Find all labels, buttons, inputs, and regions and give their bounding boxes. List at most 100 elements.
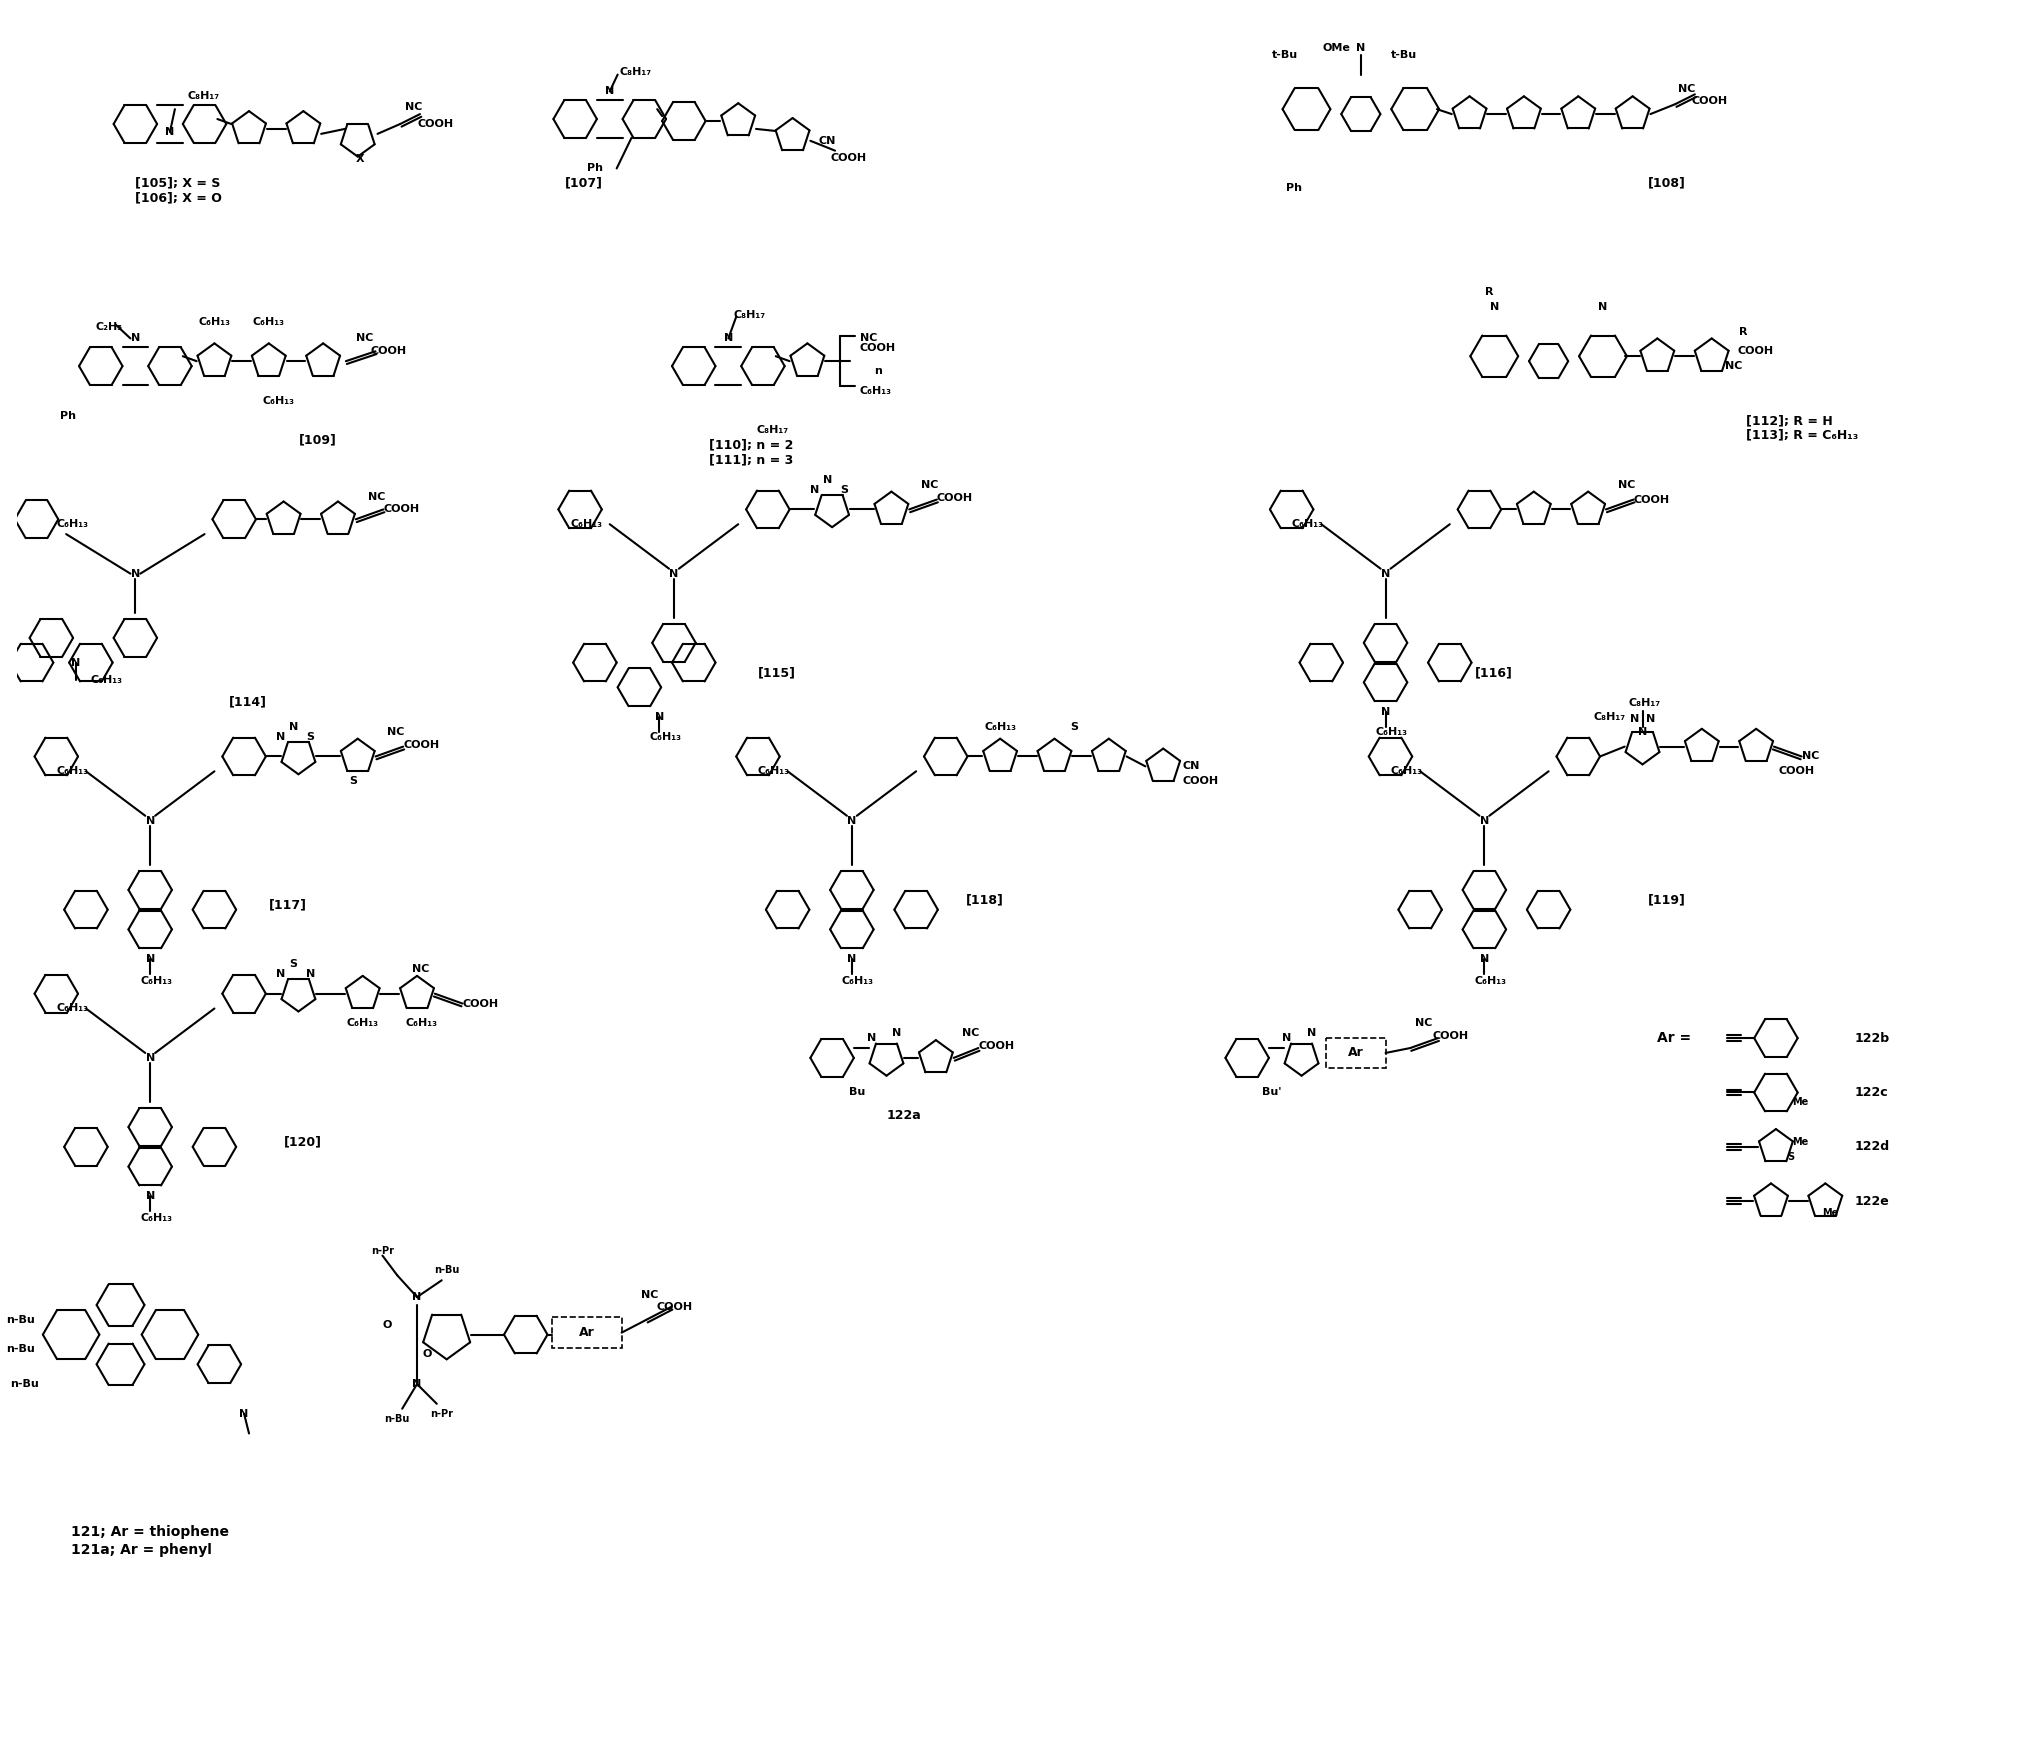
Text: S: S bbox=[306, 732, 314, 742]
Text: O: O bbox=[423, 1349, 431, 1359]
Text: Ph: Ph bbox=[61, 411, 77, 421]
Text: [106]; X = O: [106]; X = O bbox=[136, 192, 223, 205]
Text: 121a; Ar = phenyl: 121a; Ar = phenyl bbox=[71, 1543, 213, 1557]
Text: NC: NC bbox=[356, 333, 373, 344]
Text: n-Bu: n-Bu bbox=[433, 1266, 460, 1275]
Text: NC: NC bbox=[1618, 480, 1634, 490]
Text: COOH: COOH bbox=[830, 153, 867, 162]
Text: N: N bbox=[413, 1379, 421, 1389]
Text: N: N bbox=[1282, 1033, 1292, 1044]
Text: COOH: COOH bbox=[938, 492, 972, 502]
Text: C₆H₁₃: C₆H₁₃ bbox=[91, 675, 124, 686]
Text: [120]: [120] bbox=[284, 1135, 322, 1148]
Text: [117]: [117] bbox=[269, 897, 306, 911]
Text: N: N bbox=[654, 712, 664, 723]
Text: R: R bbox=[1739, 326, 1748, 337]
Text: C₆H₁₃: C₆H₁₃ bbox=[861, 386, 891, 397]
Text: COOH: COOH bbox=[656, 1301, 693, 1312]
Text: N: N bbox=[891, 1028, 901, 1038]
Text: N: N bbox=[1381, 707, 1391, 718]
Text: C₆H₁₃: C₆H₁₃ bbox=[1474, 977, 1507, 986]
Text: S: S bbox=[1788, 1151, 1794, 1162]
Text: N: N bbox=[146, 954, 154, 964]
Text: N: N bbox=[846, 816, 857, 825]
Text: N: N bbox=[132, 569, 140, 578]
Text: C₈H₁₇: C₈H₁₇ bbox=[620, 67, 652, 76]
Text: COOH: COOH bbox=[371, 346, 407, 356]
Text: Bu: Bu bbox=[848, 1088, 865, 1098]
Text: n: n bbox=[875, 367, 883, 376]
Text: C₈H₁₇: C₈H₁₇ bbox=[1628, 698, 1660, 709]
Text: C₆H₁₃: C₆H₁₃ bbox=[253, 317, 286, 326]
Text: COOH: COOH bbox=[403, 740, 439, 749]
Text: C₆H₁₃: C₆H₁₃ bbox=[140, 977, 172, 986]
Text: OMe: OMe bbox=[1322, 42, 1351, 53]
Text: C₆H₁₃: C₆H₁₃ bbox=[57, 520, 89, 529]
Text: COOH: COOH bbox=[861, 344, 895, 353]
Text: Bu': Bu' bbox=[1262, 1088, 1282, 1098]
Text: COOH: COOH bbox=[462, 998, 498, 1008]
Text: NC: NC bbox=[387, 726, 405, 737]
Text: t-Bu: t-Bu bbox=[1391, 49, 1418, 60]
Text: C₆H₁₃: C₆H₁₃ bbox=[571, 520, 601, 529]
Text: [114]: [114] bbox=[229, 696, 267, 709]
Text: N: N bbox=[1638, 726, 1646, 737]
Text: N: N bbox=[670, 569, 678, 578]
Text: R: R bbox=[1484, 287, 1494, 296]
Text: 122b: 122b bbox=[1855, 1031, 1889, 1045]
Text: Ar =: Ar = bbox=[1656, 1031, 1691, 1045]
Text: NC: NC bbox=[1725, 361, 1742, 370]
Text: N: N bbox=[723, 333, 733, 344]
Text: N: N bbox=[1480, 816, 1488, 825]
Text: NC: NC bbox=[921, 480, 938, 490]
Text: N: N bbox=[132, 333, 140, 344]
Text: [116]: [116] bbox=[1474, 666, 1513, 679]
Text: C₈H₁₇: C₈H₁₇ bbox=[755, 425, 788, 435]
Text: Me: Me bbox=[1822, 1208, 1839, 1218]
Text: N: N bbox=[1381, 569, 1391, 578]
Text: 122d: 122d bbox=[1855, 1141, 1889, 1153]
Text: C₆H₁₃: C₆H₁₃ bbox=[1391, 767, 1422, 776]
Text: N: N bbox=[166, 127, 174, 138]
Text: N: N bbox=[1490, 301, 1498, 312]
Text: 122e: 122e bbox=[1855, 1195, 1889, 1208]
Text: [118]: [118] bbox=[966, 894, 1004, 906]
Text: COOH: COOH bbox=[1183, 776, 1219, 786]
Text: NC: NC bbox=[1679, 85, 1695, 95]
Text: N: N bbox=[1630, 714, 1638, 725]
Text: n-Pr: n-Pr bbox=[371, 1246, 395, 1255]
Text: 122c: 122c bbox=[1855, 1086, 1889, 1098]
Text: NC: NC bbox=[642, 1291, 658, 1299]
Text: C₆H₁₃: C₆H₁₃ bbox=[346, 1019, 379, 1028]
Text: CN: CN bbox=[1183, 762, 1201, 772]
Text: N: N bbox=[290, 721, 298, 732]
Text: [111]; n = 3: [111]; n = 3 bbox=[709, 453, 794, 467]
Text: [112]; R = H: [112]; R = H bbox=[1746, 414, 1833, 427]
Text: N: N bbox=[1357, 42, 1365, 53]
Text: Ar: Ar bbox=[1349, 1047, 1363, 1060]
Text: N: N bbox=[306, 970, 316, 978]
Text: N: N bbox=[605, 86, 614, 97]
Text: COOH: COOH bbox=[1737, 346, 1774, 356]
Text: X: X bbox=[356, 153, 364, 164]
Text: [109]: [109] bbox=[298, 434, 336, 446]
Text: C₆H₁₃: C₆H₁₃ bbox=[57, 1003, 89, 1014]
Text: Ph: Ph bbox=[587, 164, 603, 173]
Text: N: N bbox=[846, 954, 857, 964]
Text: C₆H₁₃: C₆H₁₃ bbox=[263, 395, 296, 405]
Text: [108]: [108] bbox=[1648, 176, 1685, 190]
Text: C₈H₁₇: C₈H₁₇ bbox=[188, 92, 221, 100]
Text: N: N bbox=[275, 970, 286, 978]
Text: N: N bbox=[413, 1292, 421, 1303]
Text: COOH: COOH bbox=[1432, 1031, 1468, 1042]
Text: N: N bbox=[1646, 714, 1654, 725]
Text: C₆H₁₃: C₆H₁₃ bbox=[57, 767, 89, 776]
Text: N: N bbox=[867, 1033, 877, 1044]
Text: C₈H₁₇: C₈H₁₇ bbox=[733, 310, 765, 319]
Text: C₆H₁₃: C₆H₁₃ bbox=[405, 1019, 437, 1028]
Text: C₆H₁₃: C₆H₁₃ bbox=[1292, 520, 1324, 529]
Text: CN: CN bbox=[818, 136, 836, 146]
Text: COOH: COOH bbox=[1634, 495, 1671, 504]
Text: COOH: COOH bbox=[1778, 767, 1814, 776]
Text: N: N bbox=[822, 474, 832, 485]
